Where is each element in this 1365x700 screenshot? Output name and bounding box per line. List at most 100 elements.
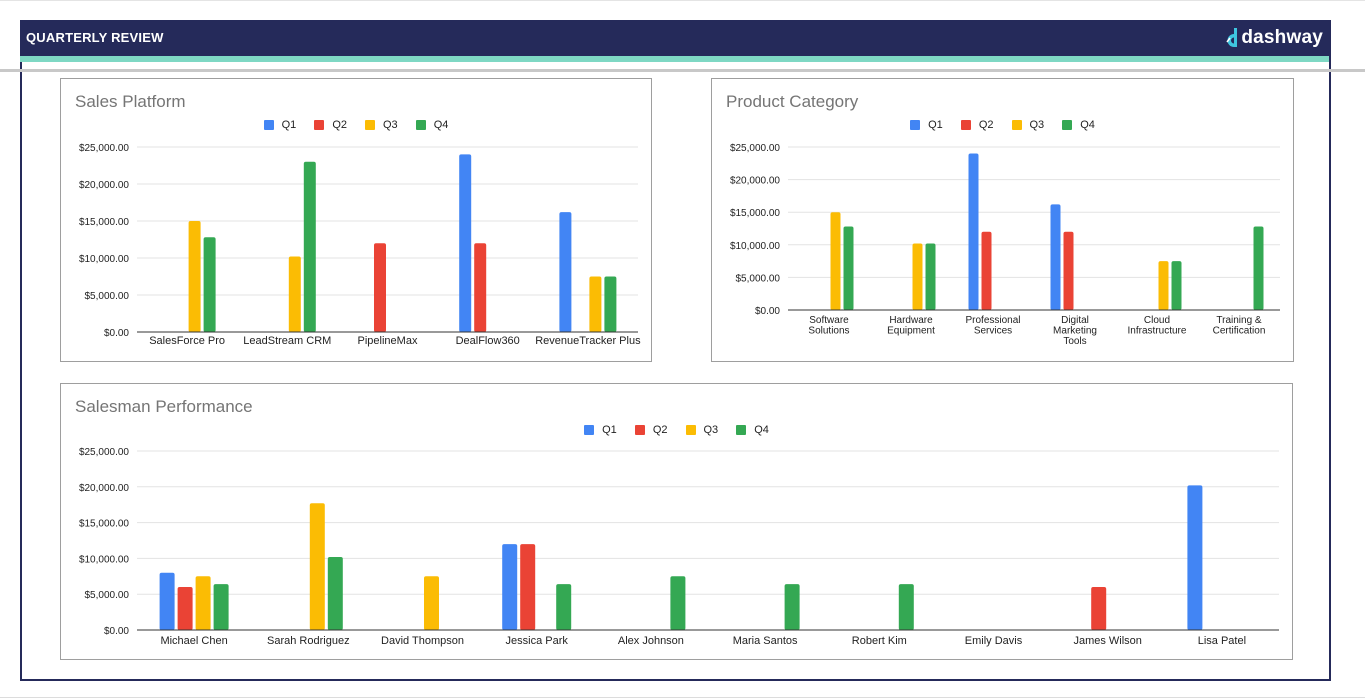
logo-text: dashway [1241,27,1323,48]
bar-q2 [520,544,536,630]
bar-q1 [159,572,175,630]
bar-q2 [981,231,992,310]
chart-title: Sales Platform [75,92,186,111]
chart-legend: Q1 Q2 Q3 Q4 [61,424,1292,436]
sheet-gridline-bottom [0,697,1365,698]
sheet-gridline-top [0,0,1365,1]
y-tick-label: $5,000.00 [736,273,781,284]
x-category-label: PipelineMax [358,335,418,347]
legend-item-q4: Q4 [736,424,769,436]
legend-item-q2: Q2 [634,424,668,436]
x-category-label: RevenueTracker Plus [535,335,641,347]
bar-q1 [1050,204,1061,310]
bar-q4 [213,584,229,630]
bar-q2 [177,587,193,630]
y-tick-label: $25,000.00 [79,447,129,458]
bar-q4 [843,226,854,310]
x-category-label: Sarah Rodriguez [267,635,350,647]
bar-q4 [556,584,572,630]
bar-q4 [784,584,800,630]
legend-swatch [1062,120,1073,130]
legend-label: Q2 [332,119,347,131]
page-title: QUARTERLY REVIEW [26,30,164,45]
legend-swatch [314,120,325,130]
legend-label: Q3 [1029,119,1045,131]
bar-q3 [830,212,841,310]
y-tick-label: $20,000.00 [79,483,129,494]
bar-q2 [1063,231,1074,310]
bar-q4 [1171,261,1182,310]
bar-q3 [912,243,923,310]
bar-q4 [604,276,617,332]
bar-q4 [203,237,216,332]
y-tick-label: $10,000.00 [79,554,129,565]
x-category-label: Lisa Patel [1198,635,1246,647]
x-category-label: Jessica Park [506,635,569,647]
bar-q4 [1253,226,1264,310]
legend-swatch [365,120,375,130]
chart-plot: $0.00 $5,000.00 $10,000.00 $15,000.00 $20,00… [79,143,641,347]
legend-swatch [584,425,595,435]
legend-item-q3: Q3 [685,424,719,436]
bar-q1 [968,153,979,310]
legend-item-q3: Q3 [1011,119,1045,131]
bar-q3 [424,576,439,630]
y-tick-label: $0.00 [104,328,129,339]
dashway-logo: dashway [1223,27,1323,49]
legend-swatch [263,120,274,130]
dashboard-frame [20,20,1331,681]
x-category-label: Maria Santos [733,635,798,647]
x-category-label: Alex Johnson [618,635,684,647]
legend-label: Q3 [703,424,719,436]
y-tick-label: $5,000.00 [85,291,130,302]
bar-q4 [303,161,316,332]
salesman-performance-chart: Salesman Performance Q1 Q2 Q3 Q4 $0.00 $5,00… [60,383,1293,660]
x-category-label: Training & Certification [1213,315,1266,337]
legend-swatch [910,120,921,130]
bar-q2 [1091,587,1107,630]
x-category-label: SalesForce Pro [149,335,225,347]
legend-swatch [415,120,426,130]
chart-legend: Q1 Q2 Q3 Q4 [712,119,1293,131]
bar-q3 [309,503,325,630]
header-accent-stripe [20,56,1329,62]
bar-q4 [898,584,914,630]
chart-title: Salesman Performance [75,397,253,416]
bar-q1 [559,212,572,332]
legend-label: Q1 [602,424,617,436]
y-tick-label: $15,000.00 [79,217,129,228]
product-category-chart: Product Category Q1 Q2 Q3 Q4 $0.00 $5,000.00… [711,78,1294,362]
y-tick-label: $25,000.00 [730,143,780,154]
bar-q2 [474,243,487,332]
header-bar: QUARTERLY REVIEW dashway [20,20,1329,56]
chart-title: Product Category [726,92,859,111]
bar-q3 [288,256,301,332]
y-tick-label: $0.00 [755,306,780,317]
x-category-label: Digital Marketing Tools [1053,315,1097,347]
legend-label: Q4 [1080,119,1095,131]
bar-q2 [374,243,386,332]
legend-item-q3: Q3 [365,119,398,131]
x-category-label: Michael Chen [160,635,227,647]
legend-label: Q4 [433,119,449,131]
legend-label: Q1 [281,119,297,131]
y-tick-label: $10,000.00 [79,254,129,265]
y-tick-label: $25,000.00 [79,143,129,154]
bar-q1 [1187,485,1203,630]
chart-legend: Q1 Q2 Q3 Q4 [61,119,651,131]
bar-q1 [502,544,518,630]
y-tick-label: $5,000.00 [85,590,130,601]
bar-q1 [459,154,472,332]
bar-q3 [188,221,201,332]
x-category-label: DealFlow360 [456,335,520,347]
x-category-label: David Thompson [381,635,464,647]
legend-label: Q1 [928,119,943,131]
y-tick-label: $15,000.00 [79,519,129,530]
legend-item-q4: Q4 [415,119,449,131]
legend-swatch [1011,120,1022,130]
legend-item-q1: Q1 [584,424,617,436]
bar-q3 [195,576,211,630]
bar-q3 [1158,261,1169,310]
bar-q4 [925,243,936,310]
bar-q4 [670,576,686,630]
